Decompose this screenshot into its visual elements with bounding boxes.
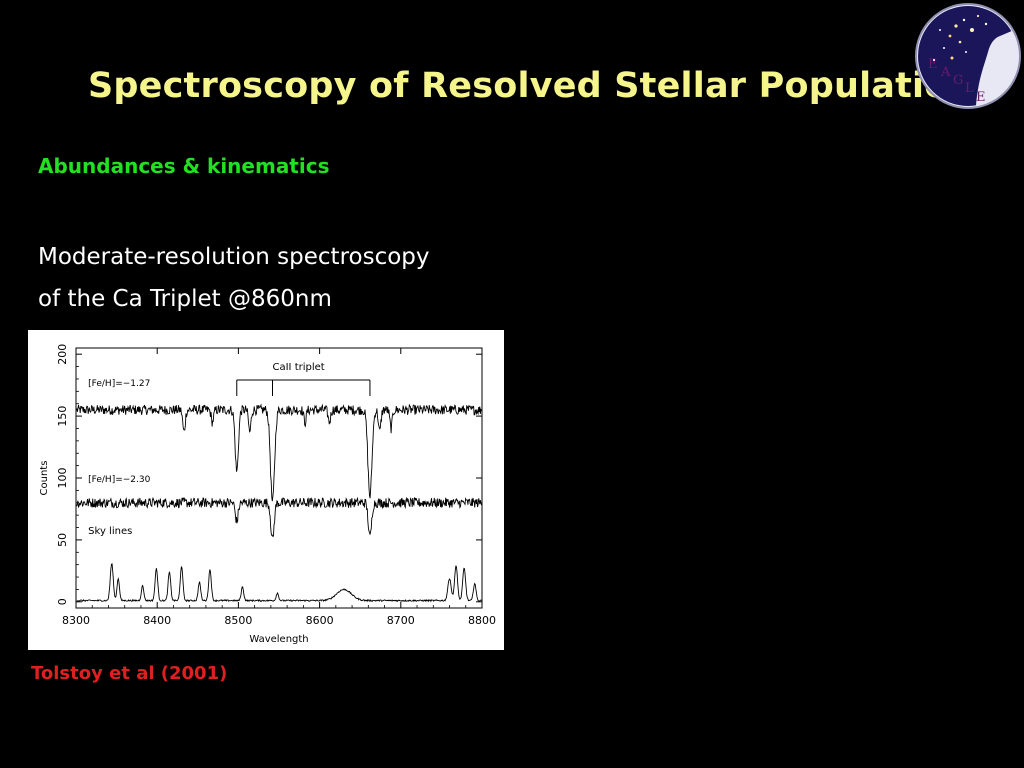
logo-letter: A bbox=[940, 65, 951, 80]
spectrum-figure: 8300 8400 8500 8600 8700 8800 0 50 100 150 200 Wave… bbox=[28, 330, 504, 650]
metallicity-label: [Fe/H]=−1.27 bbox=[88, 379, 150, 389]
body-line: Moderate-resolution spectroscopy bbox=[38, 244, 430, 270]
x-tick-label: 8400 bbox=[143, 614, 171, 627]
metallicity-label: [Fe/H]=−2.30 bbox=[88, 475, 150, 485]
x-tick-label: 8700 bbox=[387, 614, 415, 627]
x-tick-label: 8300 bbox=[62, 614, 90, 627]
spectrum-chart: 8300 8400 8500 8600 8700 8800 0 50 100 150 200 Wave… bbox=[39, 344, 496, 645]
body-text: Moderate-resolution spectroscopy of the … bbox=[38, 236, 430, 320]
citation: Tolstoy et al (2001) bbox=[31, 663, 228, 684]
eagle-logo: E A G L E bbox=[915, 3, 1021, 109]
sky-lines-label: Sky lines bbox=[88, 526, 132, 537]
logo-letter: G bbox=[953, 73, 963, 88]
section-subtitle: Abundances & kinematics bbox=[38, 154, 330, 178]
logo-letter: L bbox=[965, 81, 974, 96]
slide-title: Spectroscopy of Resolved Stellar Populat… bbox=[88, 66, 995, 106]
x-tick-label: 8500 bbox=[224, 614, 252, 627]
y-tick-label: 150 bbox=[56, 406, 69, 427]
logo-eagle-sky bbox=[918, 6, 1014, 106]
spectrum-line-3 bbox=[76, 563, 482, 603]
logo-letter: E bbox=[976, 90, 986, 105]
body-line: of the Ca Triplet @860nm bbox=[38, 286, 332, 312]
logo-letter: E bbox=[928, 57, 938, 72]
y-tick-label: 100 bbox=[56, 468, 69, 489]
spectrum-line-2 bbox=[76, 496, 482, 538]
x-axis-label: Wavelength bbox=[249, 634, 308, 645]
y-tick-label: 50 bbox=[56, 533, 69, 547]
x-tick-label: 8600 bbox=[306, 614, 334, 627]
y-tick-label: 200 bbox=[56, 344, 69, 365]
spectrum-line-1 bbox=[76, 403, 482, 502]
x-tick-label: 8800 bbox=[468, 614, 496, 627]
y-tick-label: 0 bbox=[56, 598, 69, 605]
triplet-label: CaII triplet bbox=[273, 362, 325, 373]
y-axis-label: Counts bbox=[39, 461, 50, 496]
